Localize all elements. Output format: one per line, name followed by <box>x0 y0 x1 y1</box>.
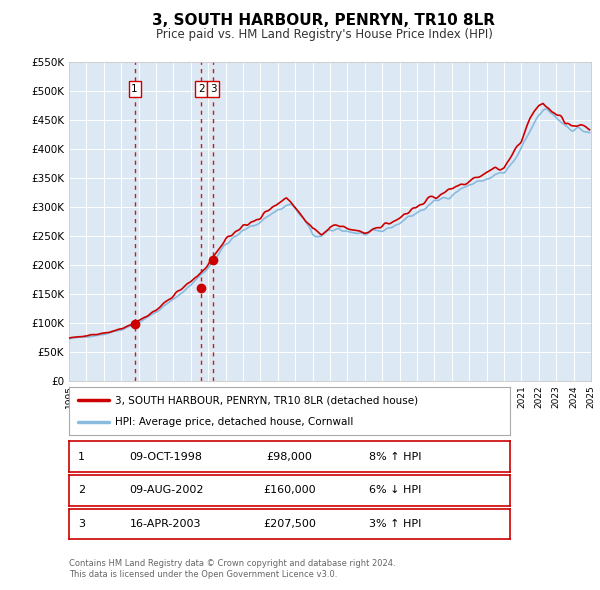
Text: 16-APR-2003: 16-APR-2003 <box>130 519 202 529</box>
Text: £98,000: £98,000 <box>266 452 313 461</box>
Text: 3% ↑ HPI: 3% ↑ HPI <box>369 519 422 529</box>
Text: 6% ↓ HPI: 6% ↓ HPI <box>369 486 422 495</box>
Text: 09-AUG-2002: 09-AUG-2002 <box>129 486 203 495</box>
Text: Contains HM Land Registry data © Crown copyright and database right 2024.
This d: Contains HM Land Registry data © Crown c… <box>69 559 395 579</box>
Text: 2: 2 <box>78 486 85 495</box>
Text: HPI: Average price, detached house, Cornwall: HPI: Average price, detached house, Corn… <box>115 417 353 427</box>
Text: 2: 2 <box>198 84 205 94</box>
Text: Price paid vs. HM Land Registry's House Price Index (HPI): Price paid vs. HM Land Registry's House … <box>155 28 493 41</box>
Text: 8% ↑ HPI: 8% ↑ HPI <box>369 452 422 461</box>
Text: 1: 1 <box>78 452 85 461</box>
Text: 3, SOUTH HARBOUR, PENRYN, TR10 8LR (detached house): 3, SOUTH HARBOUR, PENRYN, TR10 8LR (deta… <box>115 395 418 405</box>
Text: 3: 3 <box>78 519 85 529</box>
Text: 1: 1 <box>131 84 138 94</box>
Text: £160,000: £160,000 <box>263 486 316 495</box>
Text: £207,500: £207,500 <box>263 519 316 529</box>
Text: 3: 3 <box>210 84 217 94</box>
Text: 09-OCT-1998: 09-OCT-1998 <box>130 452 203 461</box>
Text: 3, SOUTH HARBOUR, PENRYN, TR10 8LR: 3, SOUTH HARBOUR, PENRYN, TR10 8LR <box>152 13 496 28</box>
